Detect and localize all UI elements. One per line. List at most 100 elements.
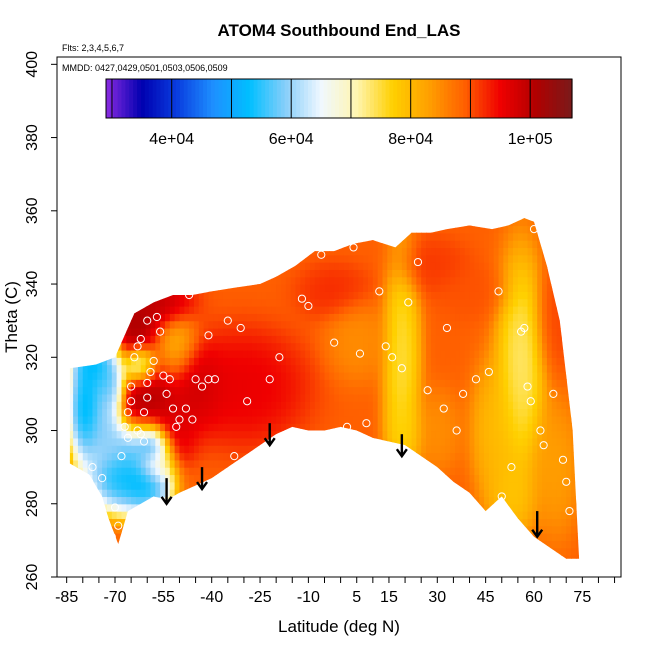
field-cell bbox=[256, 284, 263, 292]
field-cell bbox=[426, 240, 432, 249]
field-cell bbox=[401, 415, 408, 424]
field-cell bbox=[324, 327, 330, 336]
field-cell bbox=[416, 269, 422, 278]
field-cell bbox=[160, 320, 166, 329]
field-cell bbox=[184, 357, 190, 366]
field-cell bbox=[179, 298, 185, 307]
field-cell bbox=[261, 401, 268, 410]
field-cell bbox=[397, 276, 403, 285]
field-cell bbox=[314, 262, 321, 270]
field-cell bbox=[411, 430, 417, 439]
field-cell bbox=[488, 415, 495, 424]
field-cell bbox=[242, 386, 248, 395]
field-cell bbox=[488, 262, 495, 270]
field-cell bbox=[430, 269, 437, 278]
field-cell bbox=[513, 218, 519, 227]
field-cell bbox=[179, 386, 185, 395]
field-cell bbox=[503, 335, 509, 344]
field-cell bbox=[484, 503, 490, 512]
field-cell bbox=[97, 379, 103, 388]
field-cell bbox=[280, 313, 287, 322]
field-cell bbox=[440, 452, 446, 461]
field-cell bbox=[479, 254, 485, 263]
field-cell bbox=[203, 349, 210, 358]
field-cell bbox=[300, 335, 306, 344]
field-cell bbox=[300, 342, 306, 351]
field-cell bbox=[513, 437, 519, 446]
field-cell bbox=[411, 276, 417, 285]
field-cell bbox=[532, 269, 538, 278]
field-cell bbox=[455, 284, 461, 292]
field-cell bbox=[135, 342, 142, 351]
field-cell bbox=[474, 481, 480, 490]
field-cell bbox=[77, 459, 84, 468]
field-cell bbox=[87, 408, 94, 417]
field-cell bbox=[532, 386, 538, 395]
field-cell bbox=[392, 262, 398, 270]
field-cell bbox=[469, 437, 475, 446]
field-cell bbox=[498, 445, 504, 454]
field-cell bbox=[532, 415, 538, 424]
field-cell bbox=[435, 313, 442, 322]
field-cell bbox=[232, 430, 239, 439]
field-cell bbox=[319, 298, 326, 307]
field-cell bbox=[430, 349, 437, 358]
field-cell bbox=[193, 445, 200, 454]
field-cell bbox=[208, 459, 214, 468]
field-cell bbox=[174, 401, 181, 410]
field-cell bbox=[218, 437, 224, 446]
field-cell bbox=[445, 342, 451, 351]
field-cell bbox=[295, 291, 301, 300]
field-cell bbox=[174, 371, 181, 380]
field-cell bbox=[488, 342, 495, 351]
field-cell bbox=[464, 357, 471, 366]
field-cell bbox=[455, 298, 461, 307]
field-cell bbox=[343, 379, 350, 388]
field-cell bbox=[368, 284, 374, 292]
field-cell bbox=[106, 408, 113, 417]
field-cell bbox=[517, 452, 524, 461]
field-cell bbox=[116, 430, 123, 439]
field-cell bbox=[160, 489, 166, 498]
field-cell bbox=[522, 430, 529, 439]
field-cell bbox=[242, 313, 248, 322]
field-cell bbox=[121, 364, 127, 373]
field-cell bbox=[464, 393, 471, 402]
field-cell bbox=[527, 247, 533, 256]
field-cell bbox=[532, 452, 538, 461]
field-cell bbox=[314, 364, 321, 373]
field-cell bbox=[488, 489, 495, 498]
field-cell bbox=[179, 401, 185, 410]
field-cell bbox=[285, 386, 292, 395]
field-cell bbox=[440, 327, 446, 336]
field-cell bbox=[276, 327, 282, 336]
field-cell bbox=[92, 386, 98, 395]
field-cell bbox=[450, 379, 456, 388]
field-cell bbox=[218, 335, 224, 344]
field-cell bbox=[69, 437, 74, 446]
field-cell bbox=[276, 276, 282, 285]
field-cell bbox=[276, 306, 282, 314]
field-cell bbox=[493, 371, 500, 380]
field-cell bbox=[97, 474, 103, 483]
field-cell bbox=[498, 401, 504, 410]
field-cell bbox=[87, 467, 94, 476]
field-cell bbox=[174, 467, 181, 476]
field-cell bbox=[339, 306, 345, 314]
field-cell bbox=[198, 393, 205, 402]
field-cell bbox=[426, 379, 432, 388]
field-cell bbox=[503, 306, 509, 314]
field-cell bbox=[401, 269, 408, 278]
field-cell bbox=[377, 379, 384, 388]
field-cell bbox=[261, 408, 268, 417]
field-cell bbox=[160, 306, 166, 314]
field-cell bbox=[160, 371, 166, 380]
field-cell bbox=[387, 276, 393, 285]
field-cell bbox=[532, 262, 538, 270]
field-cell bbox=[164, 408, 171, 417]
field-cell bbox=[135, 496, 142, 505]
field-cell bbox=[508, 415, 514, 424]
field-cell bbox=[532, 445, 538, 454]
field-cell bbox=[450, 452, 456, 461]
field-cell bbox=[532, 240, 538, 249]
